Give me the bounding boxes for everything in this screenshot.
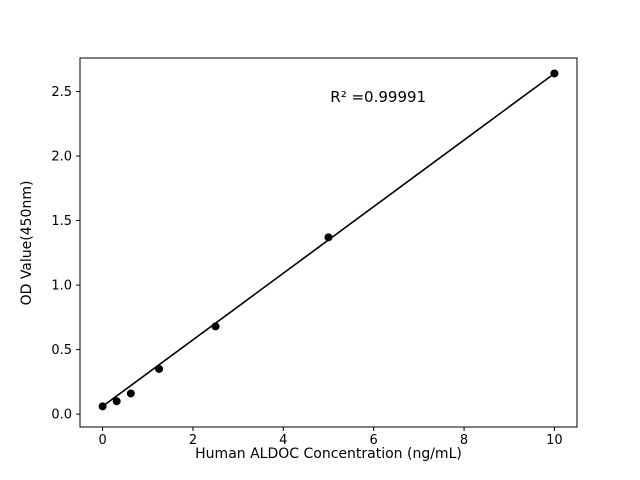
data-point xyxy=(550,69,559,78)
x-tick-label: 0 xyxy=(98,433,106,448)
data-point xyxy=(324,233,333,242)
x-tick-label: 2 xyxy=(189,433,197,448)
data-point xyxy=(211,322,220,331)
data-point xyxy=(98,402,107,411)
y-tick-label: 0.5 xyxy=(51,343,72,358)
y-tick-label: 2.0 xyxy=(51,150,72,165)
y-tick-label: 0.0 xyxy=(51,408,72,423)
data-point xyxy=(112,397,121,406)
plot-border xyxy=(79,57,578,428)
r-squared-annotation: R² =0.99991 xyxy=(330,87,427,106)
y-tick-label: 1.0 xyxy=(51,279,72,294)
x-tick-label: 8 xyxy=(460,433,468,448)
y-tick-label: 1.5 xyxy=(51,214,72,229)
x-axis-label: Human ALDOC Concentration (ng/mL) xyxy=(195,446,462,462)
x-tick-label: 6 xyxy=(370,433,378,448)
data-point xyxy=(126,389,135,398)
y-tick-label: 2.5 xyxy=(51,85,72,100)
x-tick-label: 10 xyxy=(546,433,563,448)
x-tick-label: 4 xyxy=(279,433,287,448)
data-point xyxy=(155,364,164,373)
y-axis-label: OD Value(450nm) xyxy=(19,180,35,306)
